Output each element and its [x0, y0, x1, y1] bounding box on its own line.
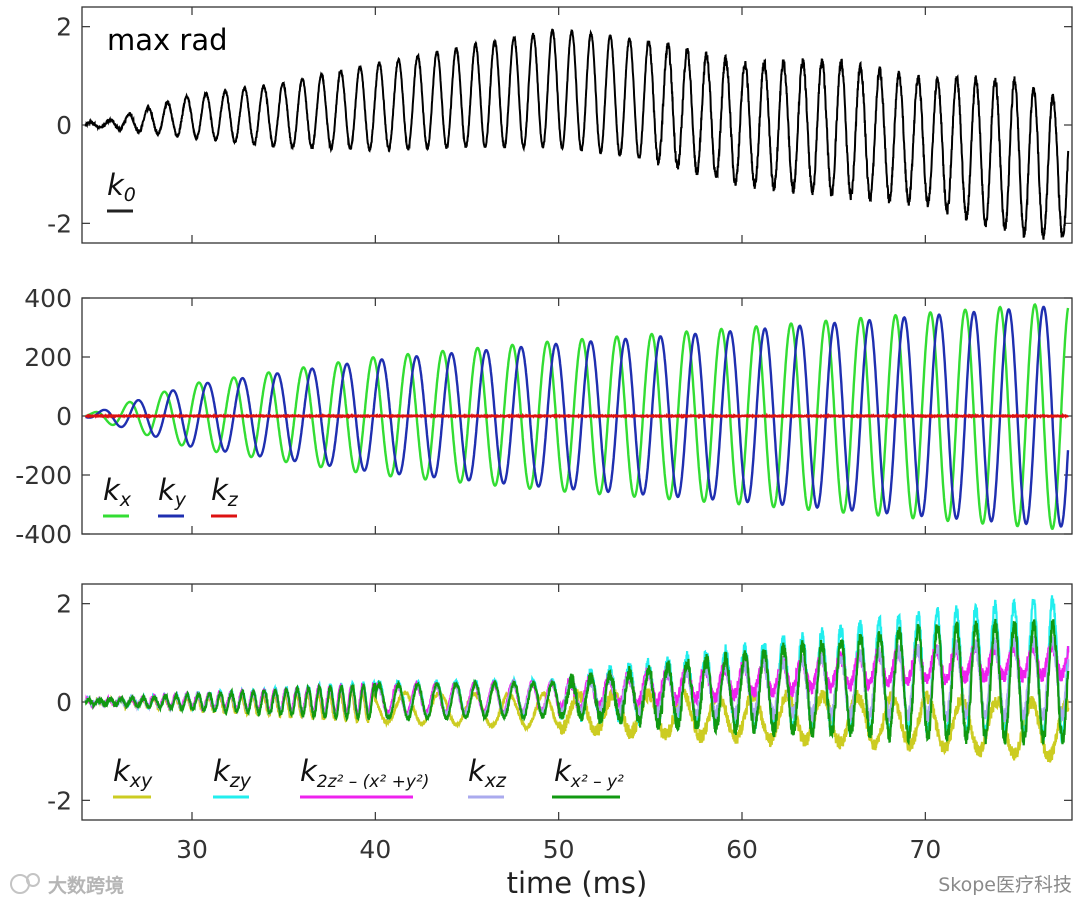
x-axis-label: time (ms) — [507, 866, 648, 900]
panel-kxyz-ticks: -400 -200 0 200 400 — [15, 284, 1072, 549]
legend-label-main: k — [211, 473, 229, 507]
x-tick-label: 50 — [543, 835, 575, 864]
panel-k0-ticks: -2 0 2 — [47, 7, 1072, 243]
legend-entry: kx — [103, 473, 132, 518]
y-tick-label: 400 — [24, 284, 72, 313]
panel-k0-lines — [84, 28, 1070, 240]
x-tick-label: 60 — [726, 835, 758, 864]
legend-label: kz — [211, 473, 239, 511]
panel-kxyz-lines — [84, 302, 1070, 531]
legend-entry: k2z² – (x² +y²) — [300, 754, 429, 799]
y-tick-label: 0 — [56, 402, 72, 431]
legend-entry: kz — [211, 473, 239, 518]
legend-label-main: k — [554, 754, 572, 788]
panel-second-order-lines — [84, 595, 1070, 764]
legend-label: k2z² – (x² +y²) — [300, 754, 429, 792]
legend-label-sub: y — [174, 489, 187, 511]
watermark-logo-dot-icon — [26, 873, 40, 887]
legend-entry: kxy — [113, 754, 153, 799]
legend-label: kxz — [468, 754, 507, 792]
legend-label-sub: xz — [484, 770, 507, 792]
panel-second-order-legend: kxy kzy k2z² – (x² +y²) kxz kx² – y² — [113, 754, 624, 799]
y-tick-label: -200 — [15, 461, 72, 490]
x-tick-label: 30 — [176, 835, 208, 864]
y-tick-label: 0 — [56, 688, 72, 717]
series-line-k-x2-y2 — [84, 618, 1070, 746]
y-tick-label: -2 — [47, 786, 72, 815]
y-tick-label: 200 — [24, 343, 72, 372]
x-tick-label: 70 — [909, 835, 941, 864]
series-line-k0 — [84, 28, 1070, 240]
legend-label-sub: 2z² – (x² +y²) — [317, 772, 430, 792]
legend-label-sub: xy — [129, 770, 153, 792]
panel-k0-legend: k0 — [107, 168, 136, 213]
panel-k0-annotation: max rad — [107, 23, 228, 57]
y-tick-label: 2 — [56, 590, 72, 619]
legend-entry: kxz — [468, 754, 507, 799]
y-tick-label: 2 — [56, 13, 72, 42]
legend-label-sub: 0 — [124, 184, 136, 206]
y-tick-label: -2 — [47, 209, 72, 238]
panel-k0: -202 max rad k0 — [47, 6, 1073, 244]
series-line-ky — [85, 305, 1070, 528]
watermark-left: 大数跨境 — [10, 873, 124, 897]
legend-entry: ky — [158, 473, 187, 518]
legend-label-main: k — [158, 473, 176, 507]
y-tick-label: -400 — [15, 520, 72, 549]
legend-label-sub: x² – y² — [570, 772, 624, 792]
legend-label-sub: z — [227, 489, 239, 511]
legend-label-main: k — [468, 754, 486, 788]
legend-label-sub: x — [119, 489, 132, 511]
legend-label: k0 — [107, 168, 136, 206]
legend-entry: kzy — [213, 754, 252, 799]
legend-label: kx — [103, 473, 132, 511]
panel-kxyz-legend: kx ky kz — [103, 473, 239, 518]
series-line-kz — [84, 412, 1069, 420]
legend-label: kx² – y² — [554, 754, 624, 792]
legend-label-main: k — [103, 473, 121, 507]
legend-label-main: k — [113, 754, 131, 788]
legend-label-main: k — [213, 754, 231, 788]
x-tick-label: 40 — [359, 835, 391, 864]
panel-second-order-ticks: -2 0 2 30 40 50 60 70 — [47, 584, 1072, 864]
legend-label: ky — [158, 473, 187, 511]
legend-entry: kx² – y² — [552, 754, 624, 799]
legend-label-sub: zy — [229, 770, 252, 792]
watermark-left-text: 大数跨境 — [48, 874, 124, 897]
watermark-right-text: Skope医疗科技 — [938, 874, 1072, 896]
legend-label-main: k — [300, 754, 318, 788]
y-tick-label: 0 — [56, 111, 72, 140]
legend-label-main: k — [107, 168, 125, 202]
legend-label: kxy — [113, 754, 153, 792]
legend-entry: k0 — [107, 168, 136, 213]
legend-label: kzy — [213, 754, 252, 792]
